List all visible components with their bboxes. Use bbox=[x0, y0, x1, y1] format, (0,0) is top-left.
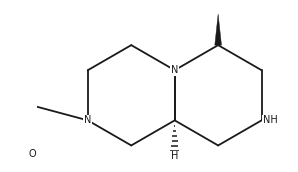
Text: O: O bbox=[28, 149, 36, 159]
Text: H: H bbox=[171, 152, 179, 162]
Text: N: N bbox=[171, 65, 179, 75]
Polygon shape bbox=[215, 14, 221, 45]
Text: N: N bbox=[84, 115, 91, 125]
Text: NH: NH bbox=[263, 115, 278, 125]
